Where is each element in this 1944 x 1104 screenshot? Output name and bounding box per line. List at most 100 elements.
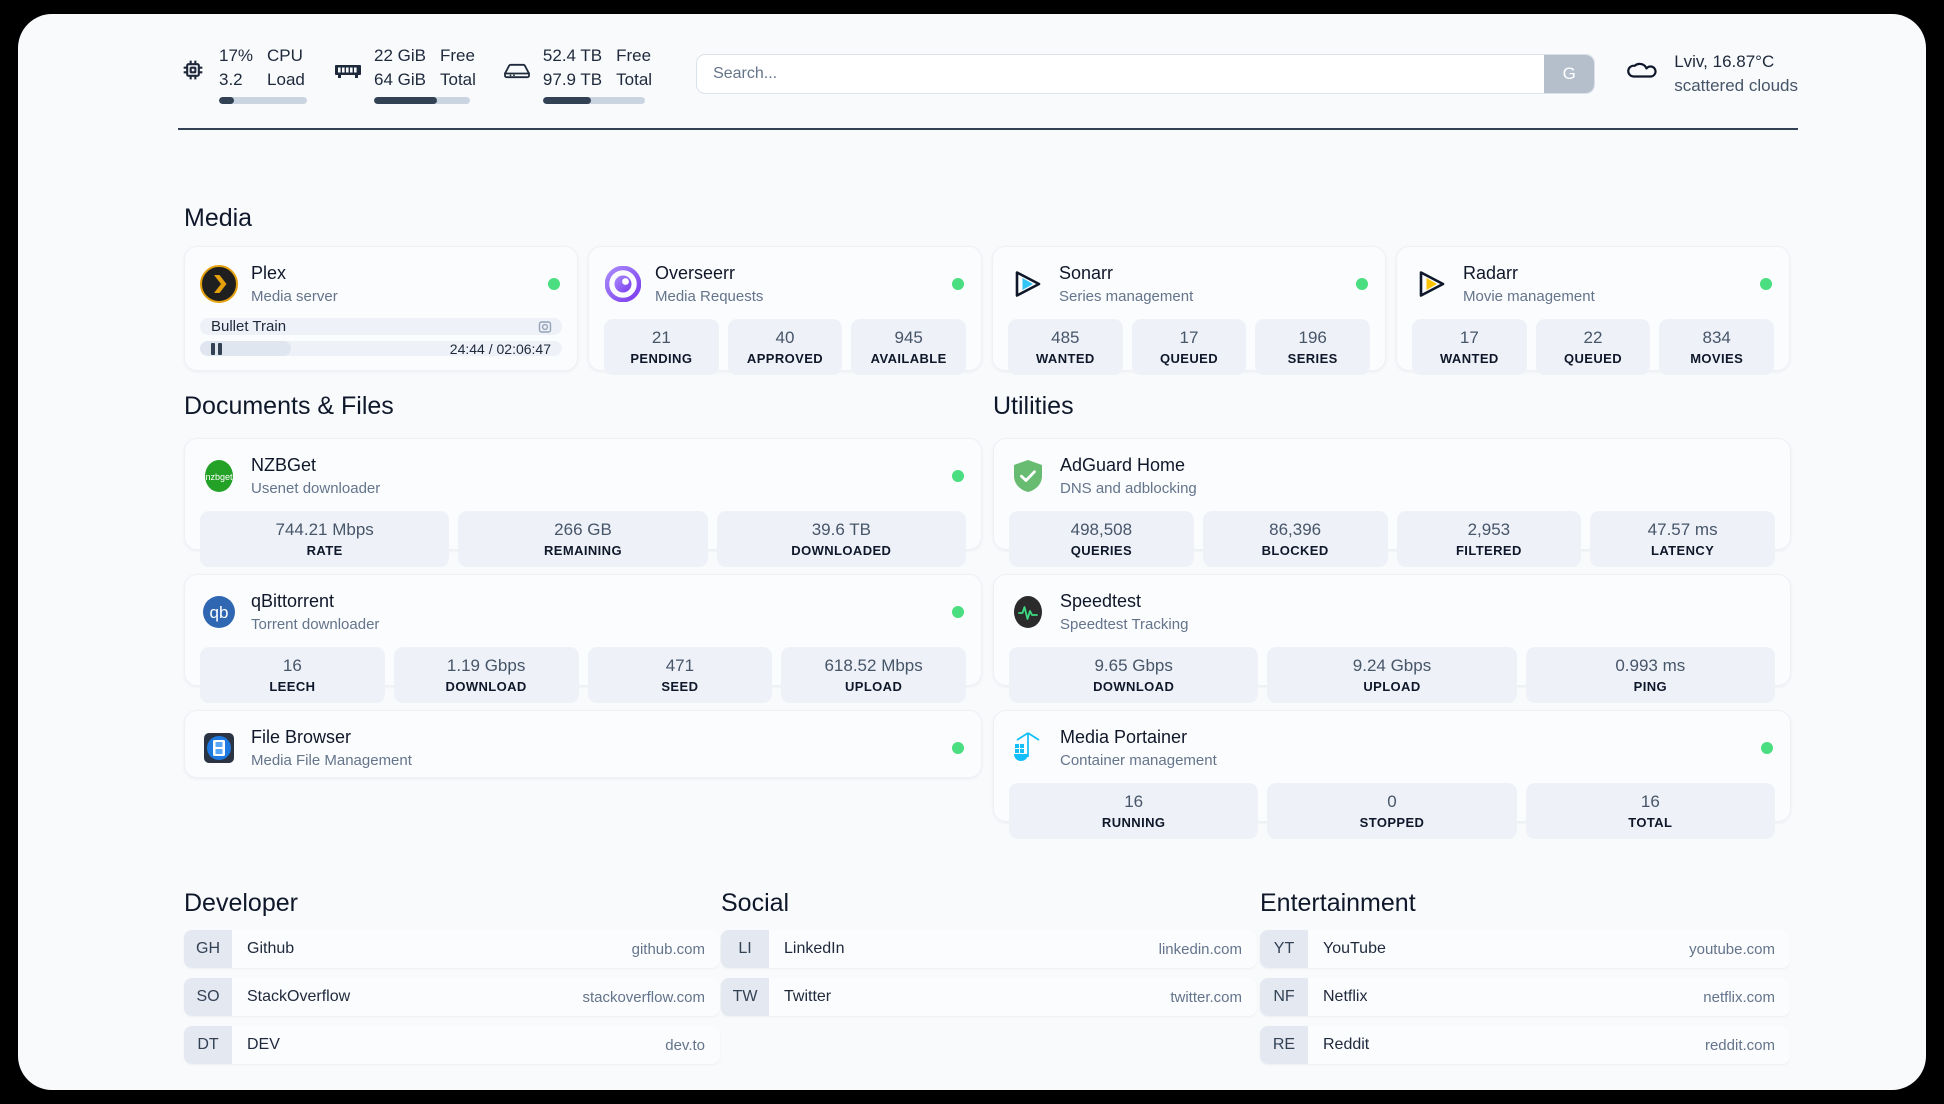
bookmark-badge: YT (1260, 930, 1308, 968)
search-engine-button[interactable]: G (1544, 55, 1595, 93)
service-card-nzbget[interactable]: nzbget NZBGet Usenet downloader 744.21 M… (184, 438, 982, 568)
pause-icon[interactable] (211, 342, 222, 355)
service-card-file-browser[interactable]: File Browser Media File Management (184, 710, 982, 778)
stat-label: QUEUED (1563, 351, 1623, 367)
stat-value: 86,396 (1269, 520, 1322, 539)
bookmark-name: Twitter (784, 988, 832, 1005)
overseerr-icon (604, 265, 642, 303)
stat-approved: 40 APPROVED (727, 319, 843, 376)
memory-free-value: 22 GiB (374, 46, 426, 66)
service-subtitle: Media server (251, 287, 338, 305)
bookmark-badge: LI (721, 930, 769, 968)
bookmark-badge: DT (184, 1026, 232, 1064)
cast-icon[interactable] (537, 319, 553, 335)
disk-usage-bar (542, 96, 645, 104)
section-heading-media: Media (184, 204, 253, 232)
stat-label: FILTERED (1455, 543, 1522, 559)
bookmark-name: YouTube (1323, 940, 1386, 957)
service-subtitle: Speedtest Tracking (1060, 615, 1189, 633)
bookmark-twitter[interactable]: TW Twitter twitter.com (721, 978, 1257, 1016)
stat-label: UPLOAD (1363, 679, 1421, 695)
system-stat-disk: 52.4 TB 97.9 TB Free Total (502, 44, 652, 104)
nzbget-icon: nzbget (200, 457, 238, 495)
stat-label: DOWNLOADED (791, 543, 892, 559)
bookmark-linkedin[interactable]: LI LinkedIn linkedin.com (721, 930, 1257, 968)
stat-value: 266 GB (554, 520, 612, 539)
service-card-plex[interactable]: Plex Media server Bullet Train 24:44 / 0… (184, 246, 578, 371)
service-card-speedtest[interactable]: Speedtest Speedtest Tracking 9.65 Gbps D… (993, 574, 1791, 704)
status-badge (1356, 278, 1368, 290)
stats-row: 21 PENDING 40 APPROVED 945 AVAILABLE (604, 319, 967, 376)
stat-pending: 21 PENDING (604, 319, 719, 376)
stat-available: 945 AVAILABLE (851, 319, 967, 376)
card-header: Media Portainer Container management (1009, 725, 1775, 771)
stats-row: 9.65 Gbps DOWNLOAD 9.24 Gbps UPLOAD 0.99… (1009, 647, 1775, 704)
portainer-icon (1009, 729, 1047, 767)
stat-upload: 9.24 Gbps UPLOAD (1267, 647, 1517, 704)
bookmark-stackoverflow[interactable]: SO StackOverflow stackoverflow.com (184, 978, 720, 1016)
bookmark-url: youtube.com (1689, 940, 1775, 958)
stat-wanted: 485 WANTED (1008, 319, 1123, 376)
service-subtitle: Media Requests (655, 287, 764, 305)
service-card-qbittorrent[interactable]: qb qBittorrent Torrent downloader 16 LEE… (184, 574, 982, 704)
stats-row: 744.21 Mbps RATE 266 GB REMAINING 39.6 T… (200, 511, 966, 568)
stat-label: PENDING (630, 351, 693, 367)
stat-seed: 471 SEED (587, 647, 773, 704)
bookmark-badge: SO (184, 978, 232, 1016)
bookmark-netflix[interactable]: NF Netflix netflix.com (1260, 978, 1790, 1016)
weather-condition: scattered clouds (1674, 76, 1798, 95)
stat-value: 0 (1387, 792, 1397, 811)
stat-value: 2,953 (1467, 520, 1511, 539)
top-bar: 17% 3.2 CPU Load (178, 38, 1798, 110)
stat-remaining: 266 GB REMAINING (458, 511, 708, 568)
service-card-media-portainer[interactable]: Media Portainer Container management 16 … (993, 710, 1791, 840)
service-card-adguard-home[interactable]: AdGuard Home DNS and adblocking 498,508 … (993, 438, 1791, 568)
card-header: Plex Media server (200, 261, 562, 307)
service-name: Speedtest (1060, 590, 1142, 611)
disk-free-value: 52.4 TB (542, 46, 603, 66)
stat-value: 17 (1179, 328, 1199, 347)
plex-progress-bar[interactable]: 24:44 / 02:06:47 (200, 341, 562, 356)
weather-widget[interactable]: Lviv, 16.87°C scattered clouds (1621, 50, 1798, 98)
disk-label-top: Free (616, 46, 652, 66)
service-card-radarr[interactable]: Radarr Movie management 17 WANTED 22 QUE… (1396, 246, 1790, 376)
service-subtitle: Media File Management (251, 751, 412, 769)
service-card-overseerr[interactable]: Overseerr Media Requests 21 PENDING 40 A… (588, 246, 982, 376)
bookmark-url: twitter.com (1170, 988, 1242, 1006)
service-subtitle: Usenet downloader (251, 479, 381, 497)
service-card-sonarr[interactable]: Sonarr Series management 485 WANTED 17 Q… (992, 246, 1386, 376)
stat-value: 16 (1640, 792, 1660, 811)
stat-label: QUEUED (1159, 351, 1219, 367)
stat-rate: 744.21 Mbps RATE (200, 511, 450, 568)
search-bar[interactable]: G (696, 54, 1596, 94)
card-header: AdGuard Home DNS and adblocking (1009, 453, 1775, 499)
service-name: qBittorrent (251, 590, 335, 611)
stat-label: AVAILABLE (870, 351, 947, 367)
search-input[interactable] (697, 55, 1545, 93)
stat-value: 39.6 TB (811, 520, 871, 539)
stat-value: 471 (665, 656, 695, 675)
section-heading-documents: Documents & Files (184, 392, 394, 420)
stat-download: 9.65 Gbps DOWNLOAD (1009, 647, 1259, 704)
bookmark-dev[interactable]: DT DEV dev.to (184, 1026, 720, 1064)
service-name: Media Portainer (1060, 726, 1188, 747)
bookmark-reddit[interactable]: RE Reddit reddit.com (1260, 1026, 1790, 1064)
service-subtitle: Container management (1060, 751, 1217, 769)
bookmark-youtube[interactable]: YT YouTube youtube.com (1260, 930, 1790, 968)
card-header: File Browser Media File Management (200, 725, 966, 771)
cpu-label-top: CPU (267, 46, 303, 66)
stat-value: 9.65 Gbps (1094, 656, 1173, 675)
plex-icon (200, 265, 238, 303)
stat-label: STOPPED (1359, 815, 1425, 831)
memory-label-bottom: Total (439, 69, 476, 89)
stat-value: 0.993 ms (1615, 656, 1686, 675)
bookmark-url: dev.to (665, 1036, 705, 1054)
svg-text:nzbget: nzbget (205, 472, 233, 482)
stat-label: WANTED (1439, 351, 1499, 367)
stat-label: MOVIES (1690, 351, 1744, 367)
card-header: Overseerr Media Requests (604, 261, 966, 307)
status-badge (952, 606, 964, 618)
stat-label: APPROVED (746, 351, 824, 367)
bookmark-github[interactable]: GH Github github.com (184, 930, 720, 968)
bookmark-badge: GH (184, 930, 232, 968)
